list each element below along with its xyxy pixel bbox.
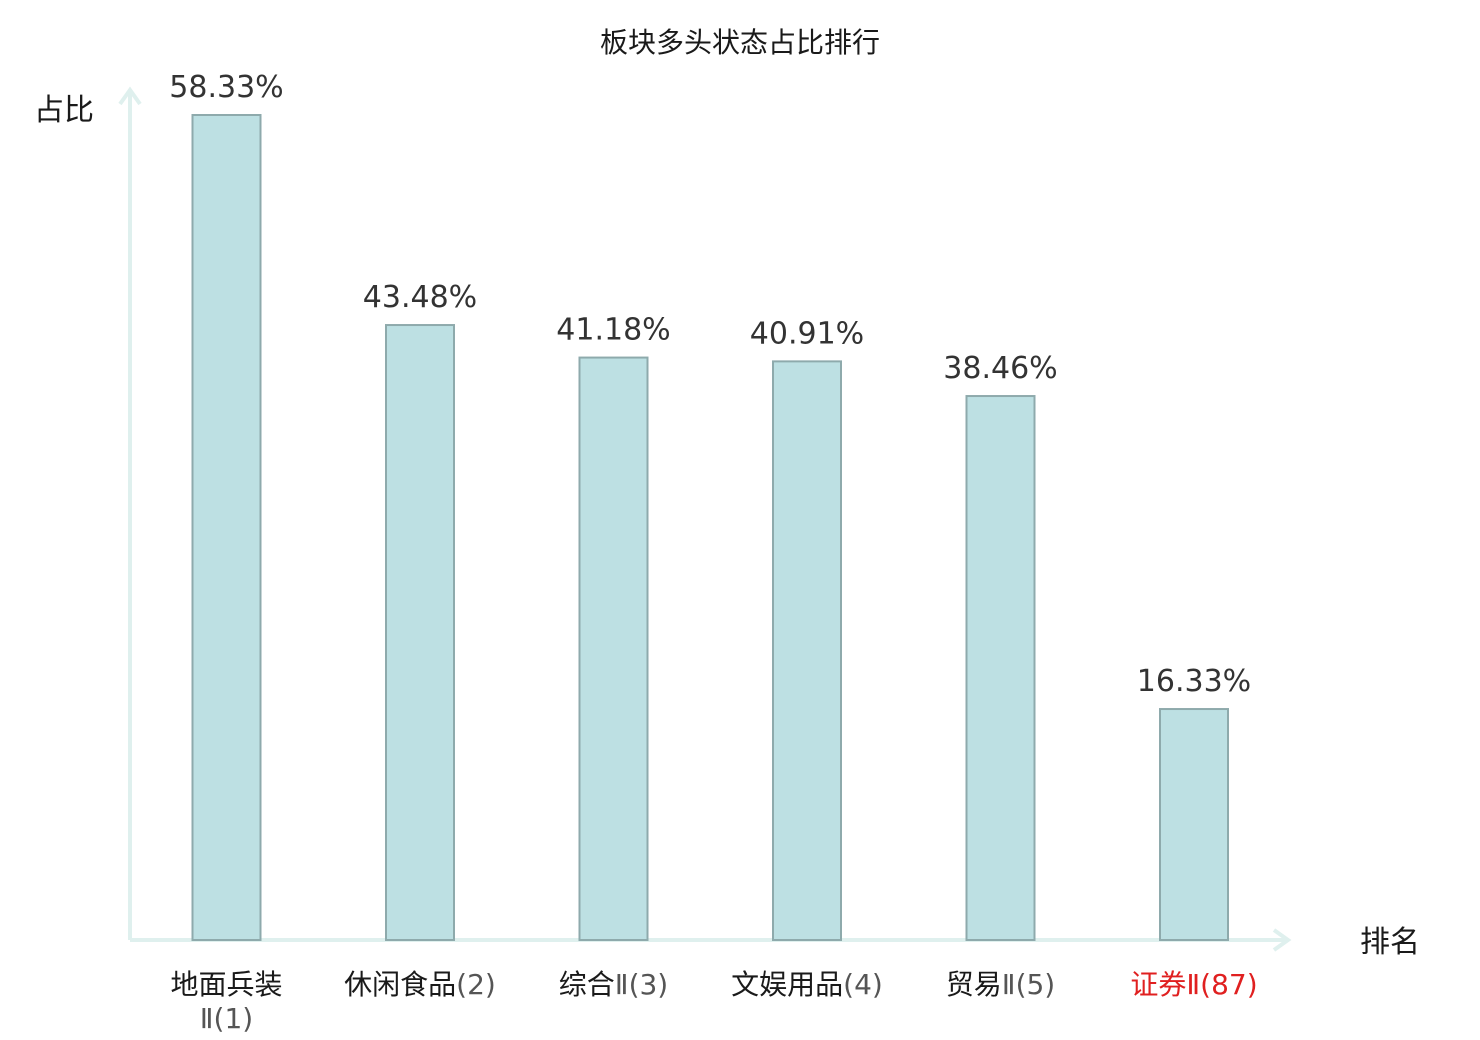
category-label-suffix: Ⅱ(87) xyxy=(1186,968,1257,1001)
category-label-main: 地面兵装 xyxy=(170,968,282,1001)
bar xyxy=(385,324,455,941)
category-label-main: 综合 xyxy=(559,968,615,1001)
bars-group xyxy=(191,114,1229,942)
value-labels-group: 58.33% 43.48% 41.18% 40.91% 38.46% 16.33% xyxy=(169,70,1251,699)
category-labels-group: 地面兵装 Ⅱ(1) 休闲食品(2) 综合Ⅱ(3) 文娱用品(4) 贸易Ⅱ(5) 证券Ⅱ(87… xyxy=(170,968,1257,1035)
bar xyxy=(965,395,1036,942)
category-label-suffix: Ⅱ(5) xyxy=(1002,968,1055,1001)
bar xyxy=(772,360,842,942)
chart-title: 板块多头状态占比排行 xyxy=(600,26,880,59)
bar xyxy=(578,356,649,942)
category-label: 文娱用品(4) xyxy=(731,968,883,1001)
category-label-main: 文娱用品 xyxy=(731,968,843,1001)
category-label: 地面兵装 Ⅱ(1) xyxy=(170,968,282,1035)
bar-value-label: 58.33% xyxy=(169,70,283,105)
bar-value-label: 40.91% xyxy=(750,316,864,351)
category-label: 休闲食品(2) xyxy=(344,968,496,1001)
category-label: 贸易Ⅱ(5) xyxy=(946,968,1055,1001)
y-axis-arrow xyxy=(118,86,142,106)
y-axis-title: 占比 xyxy=(34,93,94,128)
bar-value-label: 41.18% xyxy=(556,313,670,348)
bar-value-label: 16.33% xyxy=(1137,664,1251,699)
bar xyxy=(1159,708,1229,941)
category-label: 综合Ⅱ(3) xyxy=(559,968,668,1001)
x-axis-arrow xyxy=(1272,928,1292,952)
category-label-main: 休闲食品 xyxy=(344,968,456,1001)
category-label-suffix: Ⅱ(1) xyxy=(200,1002,253,1035)
category-label-suffix: (2) xyxy=(456,968,496,1001)
bar-value-label: 38.46% xyxy=(943,351,1057,386)
category-label-main: 贸易 xyxy=(946,968,1002,1001)
category-label: 证券Ⅱ(87) xyxy=(1130,968,1257,1001)
bar xyxy=(191,114,262,941)
category-label-suffix: Ⅱ(3) xyxy=(615,968,668,1001)
bar-value-label: 43.48% xyxy=(363,280,477,315)
x-axis-title: 排名 xyxy=(1360,925,1420,960)
category-label-main: 证券 xyxy=(1130,968,1186,1001)
axes xyxy=(118,86,1292,952)
category-label-suffix: (4) xyxy=(843,968,883,1001)
